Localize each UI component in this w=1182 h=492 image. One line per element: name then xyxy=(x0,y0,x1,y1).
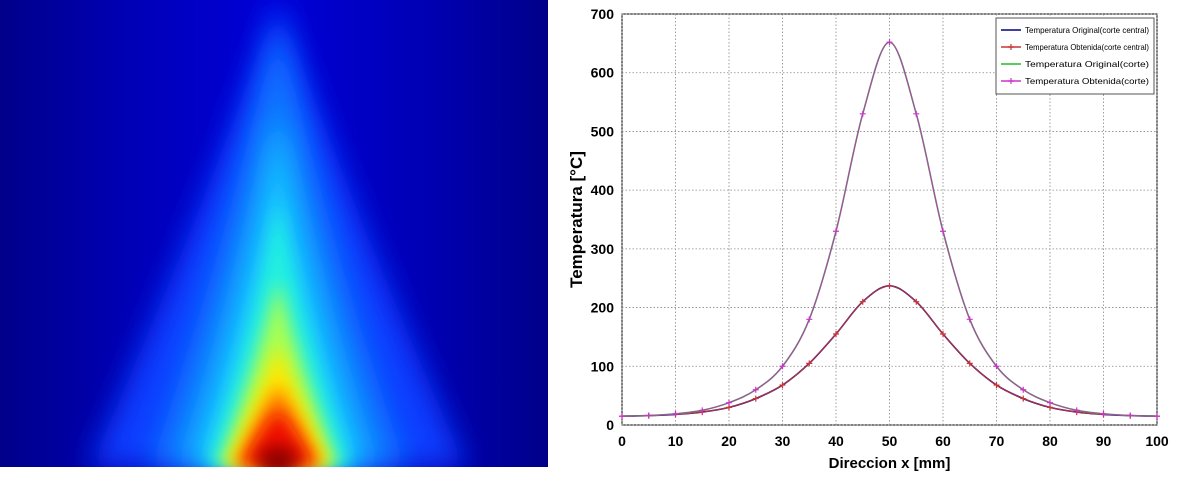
y-tick-label: 600 xyxy=(591,65,615,81)
data-point-temperatura-obtenida-corte xyxy=(940,228,946,235)
x-axis-label: Direccion x [mm] xyxy=(829,455,951,472)
y-tick-label: 400 xyxy=(591,182,615,198)
x-tick-label: 80 xyxy=(1042,433,1058,449)
y-tick-label: 0 xyxy=(606,417,614,433)
data-point-temperatura-obtenida-corte xyxy=(779,363,786,370)
series-lines xyxy=(619,39,1160,420)
x-tick-label: 100 xyxy=(1145,433,1169,449)
data-point-temperatura-obtenida-corte xyxy=(913,110,920,117)
data-point-temperatura-obtenida-corte xyxy=(806,316,813,323)
legend-entry-temperatura-obtenida-corte: Temperatura Obtenida(corte) xyxy=(1025,76,1149,86)
legend-entry-temperatura-original-corte: Temperatura Original(corte) xyxy=(1025,59,1149,69)
x-tick-label: 30 xyxy=(775,433,791,449)
data-point-temperatura-obtenida-corte xyxy=(672,410,679,417)
x-tick-label: 20 xyxy=(721,433,737,449)
legend-marker-temperatura-obtenida-corte xyxy=(1008,78,1014,84)
data-point-temperatura-obtenida-corte-central xyxy=(966,360,973,367)
temperature-heatmap xyxy=(0,0,548,478)
data-point-temperatura-obtenida-corte-central xyxy=(806,360,813,367)
x-tick-label: 90 xyxy=(1096,433,1112,449)
data-point-temperatura-obtenida-corte-central xyxy=(886,282,893,289)
y-axis-label: Temperatura [°C] xyxy=(567,151,586,288)
legend-marker-temperatura-obtenida-corte-central xyxy=(1008,44,1014,50)
data-point-temperatura-obtenida-corte xyxy=(1073,407,1080,414)
data-point-temperatura-obtenida-corte xyxy=(859,110,866,117)
data-point-temperatura-obtenida-corte xyxy=(833,228,839,235)
data-point-temperatura-obtenida-corte-central xyxy=(752,395,759,402)
legend: Temperatura Original(corte central) Tempe… xyxy=(995,17,1155,95)
legend-entry-temperatura-obtenida-corte-central: Temperatura Obtenida(corte central) xyxy=(1025,42,1149,52)
data-point-temperatura-obtenida-corte xyxy=(699,407,706,414)
y-tick-label: 300 xyxy=(591,241,615,257)
x-tick-label: 60 xyxy=(935,433,951,449)
legend-box xyxy=(995,17,1155,95)
x-tick-label: 50 xyxy=(882,433,898,449)
data-point-temperatura-obtenida-corte-central xyxy=(993,382,1000,389)
data-point-temperatura-obtenida-corte xyxy=(726,399,732,406)
x-tick-labels: 0 10 20 30 40 50 60 70 80 90 100 xyxy=(618,433,1169,449)
data-point-temperatura-obtenida-corte-central xyxy=(859,298,866,305)
y-tick-label: 200 xyxy=(591,300,615,316)
data-point-temperatura-obtenida-corte xyxy=(1100,410,1107,417)
data-point-temperatura-obtenida-corte xyxy=(1047,399,1053,406)
data-point-temperatura-obtenida-corte-central xyxy=(779,382,786,389)
data-point-temperatura-obtenida-corte xyxy=(886,39,893,46)
y-tick-label: 500 xyxy=(591,123,615,139)
heatmap-svg xyxy=(0,0,548,478)
data-point-temperatura-obtenida-corte xyxy=(619,413,625,420)
temperature-line-chart: 0 10 20 30 40 50 60 70 80 90 100 0 100 200 300 400 500 6… xyxy=(560,0,1182,487)
x-tick-label: 70 xyxy=(989,433,1005,449)
y-tick-label: 700 xyxy=(591,6,615,22)
data-point-temperatura-obtenida-corte xyxy=(966,316,973,323)
legend-entry-temperatura-original-corte-central: Temperatura Original(corte central) xyxy=(1025,25,1149,35)
x-tick-label: 0 xyxy=(618,433,626,449)
data-point-temperatura-obtenida-corte xyxy=(993,363,1000,370)
line-chart-svg: 0 10 20 30 40 50 60 70 80 90 100 0 100 200 300 400 500 6… xyxy=(567,6,1169,472)
x-tick-label: 10 xyxy=(668,433,684,449)
data-point-temperatura-obtenida-corte xyxy=(1127,412,1134,419)
data-point-temperatura-obtenida-corte-central xyxy=(1020,395,1027,402)
data-point-temperatura-obtenida-corte-central xyxy=(940,330,946,337)
data-point-temperatura-obtenida-corte xyxy=(645,412,652,419)
x-tick-label: 40 xyxy=(828,433,844,449)
data-point-temperatura-obtenida-corte xyxy=(1154,413,1160,420)
data-point-temperatura-obtenida-corte xyxy=(752,386,759,393)
data-point-temperatura-obtenida-corte xyxy=(1020,386,1027,393)
y-tick-labels: 0 100 200 300 400 500 600 700 xyxy=(591,6,615,433)
y-tick-label: 100 xyxy=(591,358,615,374)
data-point-temperatura-obtenida-corte-central xyxy=(913,298,920,305)
data-point-temperatura-obtenida-corte-central xyxy=(833,330,839,337)
